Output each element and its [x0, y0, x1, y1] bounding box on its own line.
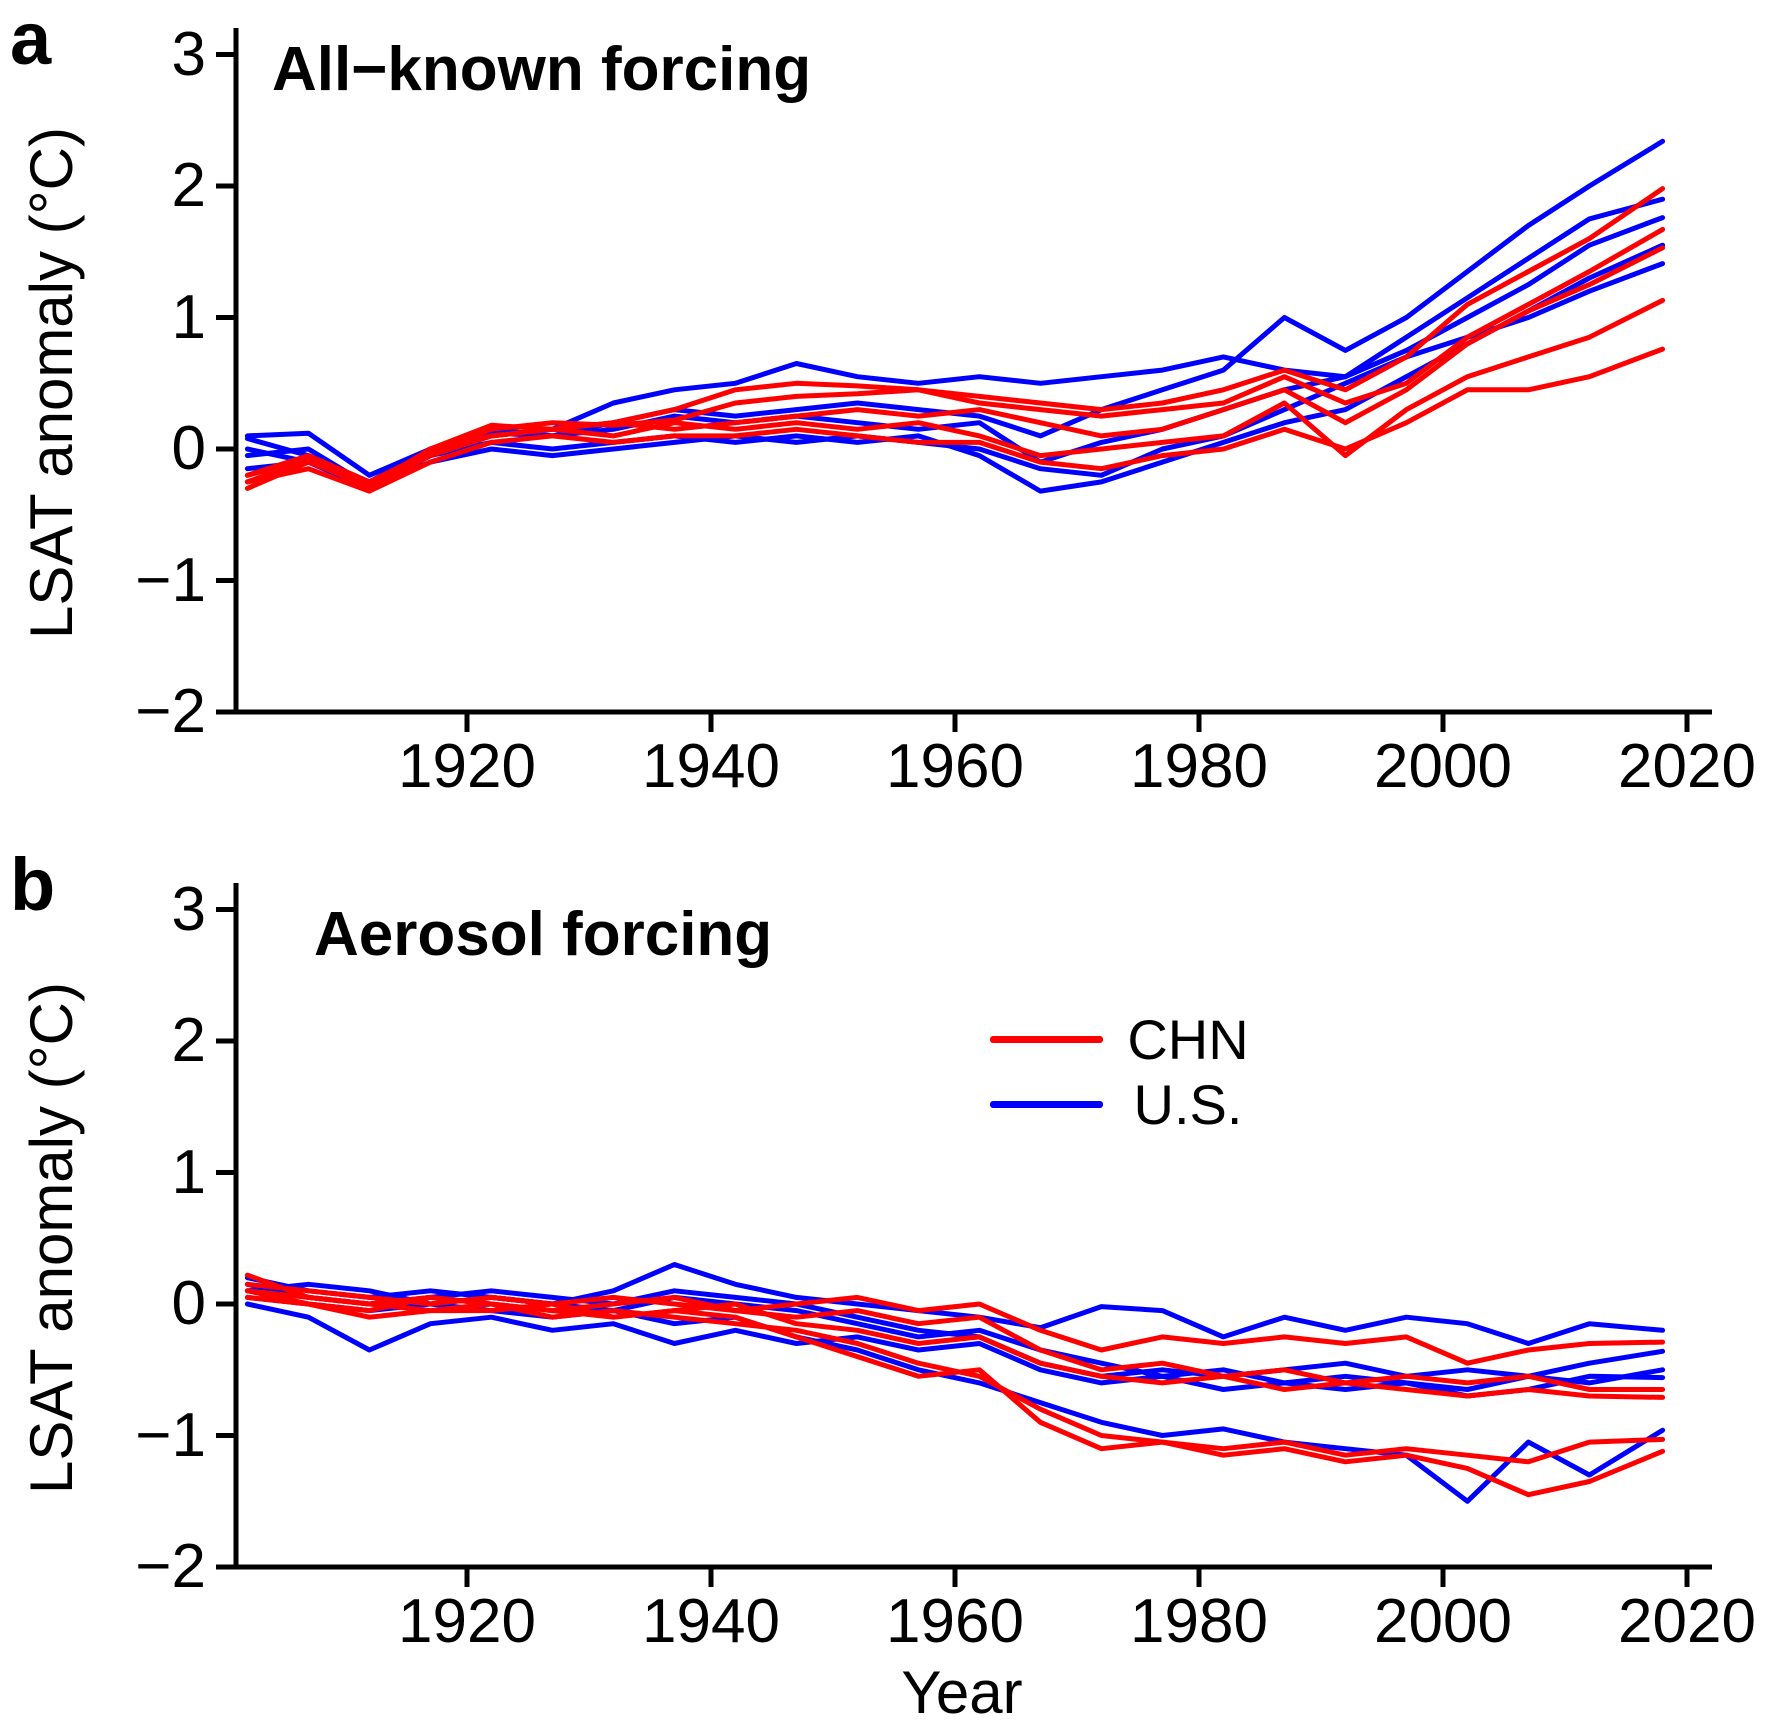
panel-a-x-tick-label: 1980	[1130, 732, 1268, 801]
panel-b-y-tick-label: 2	[171, 1006, 206, 1075]
panel-b-series-chn-member-4	[244, 1294, 1666, 1465]
panel-a-x-tick-label: 1920	[398, 732, 536, 801]
panel-b-y-tick-label: 1	[171, 1137, 206, 1207]
panel-a-x-tick-label: 1940	[642, 732, 780, 801]
panel-a-y-tick-label: 2	[171, 151, 206, 220]
panel-b-x-tick-label: 1980	[1130, 1587, 1268, 1656]
panel-a-x-tick-label: 1960	[886, 732, 1024, 801]
panel-a-letter: a	[10, 0, 52, 80]
panel-a-y-tick-label: 1	[171, 282, 206, 352]
panel-b-y-tick-label: −2	[135, 1532, 206, 1601]
legend-us-label: U.S.	[1133, 1073, 1243, 1136]
legend-chn-line-swatch	[990, 1036, 1103, 1043]
x-axis-title: Year	[901, 1659, 1023, 1726]
panel-b-title: Aerosol forcing	[314, 900, 773, 969]
legend-us-line-swatch	[990, 1101, 1103, 1108]
panel-b-y-axis-title: LSAT anomaly (°C)	[18, 982, 85, 1494]
panel-b-x-tick-label: 2000	[1374, 1587, 1512, 1656]
panel-a-x-tick-label: 2000	[1374, 732, 1512, 801]
panel-b-series-u-s-member-4	[244, 1301, 1666, 1399]
panel-a-series-u-s-member-5	[244, 261, 1666, 491]
panel-a-x-tick-label: 2020	[1618, 732, 1756, 801]
panel-a-series-chn-member-3	[244, 245, 1666, 491]
panel-b-x-tick-label: 1960	[886, 1587, 1024, 1656]
panel-a-y-tick-label: 0	[171, 414, 206, 483]
panel-a-y-tick-label: 3	[171, 19, 206, 89]
panel-b-series-chn-member-2	[244, 1281, 1666, 1392]
panel-b-y-tick-label: 3	[171, 874, 206, 944]
legend-chn-label: CHN	[1127, 1008, 1249, 1071]
panel-b-y-tick-label: 0	[171, 1269, 206, 1338]
panel-b-y-tick-label: −1	[135, 1400, 206, 1470]
panel-b-x-tick-label: 2020	[1618, 1587, 1756, 1656]
panel-a-title: All−known forcing	[272, 35, 812, 104]
panel-b-letter: b	[10, 843, 56, 926]
panel-a-series-chn-member-4	[244, 297, 1666, 491]
panel-a-y-tick-label: −1	[135, 545, 206, 615]
panel-a-y-axis-title: LSAT anomaly (°C)	[18, 127, 85, 639]
panel-a-series-chn-member-1	[244, 186, 1666, 485]
panel-a-series-chn-member-5	[244, 346, 1666, 494]
panel-b-x-tick-label: 1920	[398, 1587, 536, 1656]
panel-a-y-tick-label: −2	[135, 677, 206, 746]
panel-b-series-chn-member-5	[244, 1288, 1666, 1498]
panel-b-x-tick-label: 1940	[642, 1587, 780, 1656]
